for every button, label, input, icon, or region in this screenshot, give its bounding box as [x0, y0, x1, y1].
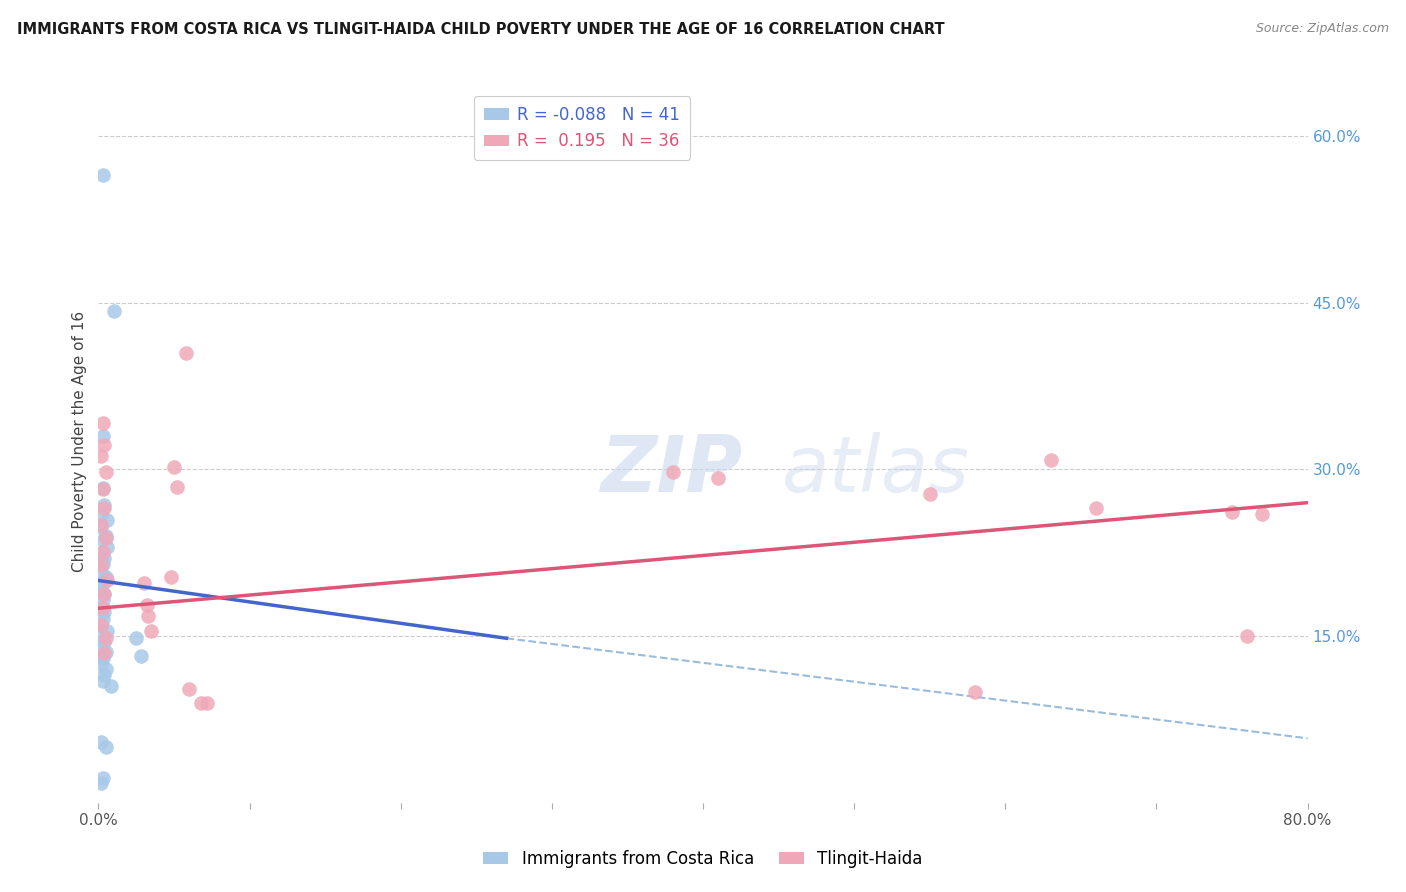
Point [90, 565, 112, 579]
Point [93, 605, 115, 619]
Legend: R = -0.088   N = 41, R =  0.195   N = 36: R = -0.088 N = 41, R = 0.195 N = 36 [474, 95, 690, 161]
Point [90, 449, 112, 463]
Point [94, 645, 117, 659]
Point [91, 429, 114, 443]
Point [96, 624, 118, 638]
Point [90, 546, 112, 560]
Point [90, 640, 112, 655]
Point [90, 657, 112, 671]
Point [91, 651, 114, 665]
Point [90, 507, 112, 521]
Point [91, 612, 114, 626]
Point [135, 598, 157, 612]
Point [1251, 507, 1274, 521]
Text: Source: ZipAtlas.com: Source: ZipAtlas.com [1256, 22, 1389, 36]
Point [160, 570, 183, 584]
Point [94, 465, 117, 479]
Point [90, 618, 112, 632]
Point [93, 587, 115, 601]
Point [91, 601, 114, 615]
Point [90, 600, 112, 615]
Point [100, 679, 122, 693]
Point [93, 634, 115, 648]
Point [179, 682, 201, 697]
Text: ZIP: ZIP [600, 433, 742, 508]
Point [163, 460, 186, 475]
Y-axis label: Child Poverty Under the Age of 16: Child Poverty Under the Age of 16 [72, 311, 87, 572]
Point [91, 772, 114, 786]
Point [96, 540, 118, 554]
Legend: Immigrants from Costa Rica, Tlingit-Haida: Immigrants from Costa Rica, Tlingit-Haid… [477, 844, 929, 875]
Point [94, 662, 117, 676]
Point [190, 696, 212, 710]
Point [93, 551, 115, 566]
Point [1220, 505, 1243, 519]
Point [94, 529, 117, 543]
Point [94, 531, 117, 545]
Point [132, 575, 155, 590]
Point [91, 557, 114, 571]
Point [93, 668, 115, 682]
Point [918, 487, 941, 501]
Point [96, 513, 118, 527]
Point [93, 438, 115, 452]
Point [103, 304, 125, 318]
Point [94, 740, 117, 755]
Point [707, 471, 730, 485]
Text: IMMIGRANTS FROM COSTA RICA VS TLINGIT-HAIDA CHILD POVERTY UNDER THE AGE OF 16 CO: IMMIGRANTS FROM COSTA RICA VS TLINGIT-HA… [17, 22, 945, 37]
Point [90, 618, 112, 632]
Point [195, 696, 218, 710]
Point [90, 517, 112, 532]
Point [91, 575, 114, 590]
Point [166, 480, 188, 494]
Point [91, 483, 114, 497]
Point [1085, 501, 1108, 516]
Point [94, 570, 117, 584]
Point [965, 684, 987, 698]
Point [91, 544, 114, 558]
Point [90, 520, 112, 534]
Point [141, 624, 163, 638]
Point [1236, 629, 1258, 643]
Point [96, 574, 118, 588]
Point [91, 629, 114, 643]
Point [91, 533, 114, 548]
Point [90, 582, 112, 597]
Point [91, 673, 114, 688]
Point [93, 498, 115, 512]
Point [91, 481, 114, 495]
Point [129, 649, 152, 664]
Point [1039, 453, 1062, 467]
Point [90, 734, 112, 748]
Point [661, 465, 683, 479]
Point [93, 646, 115, 660]
Point [174, 345, 197, 359]
Point [125, 632, 148, 646]
Text: atlas: atlas [782, 433, 970, 508]
Point [90, 776, 112, 790]
Point [136, 609, 159, 624]
Point [93, 501, 115, 516]
Point [91, 416, 114, 430]
Point [93, 587, 115, 601]
Point [91, 168, 114, 182]
Point [94, 632, 117, 646]
Point [90, 558, 112, 572]
Point [91, 593, 114, 607]
